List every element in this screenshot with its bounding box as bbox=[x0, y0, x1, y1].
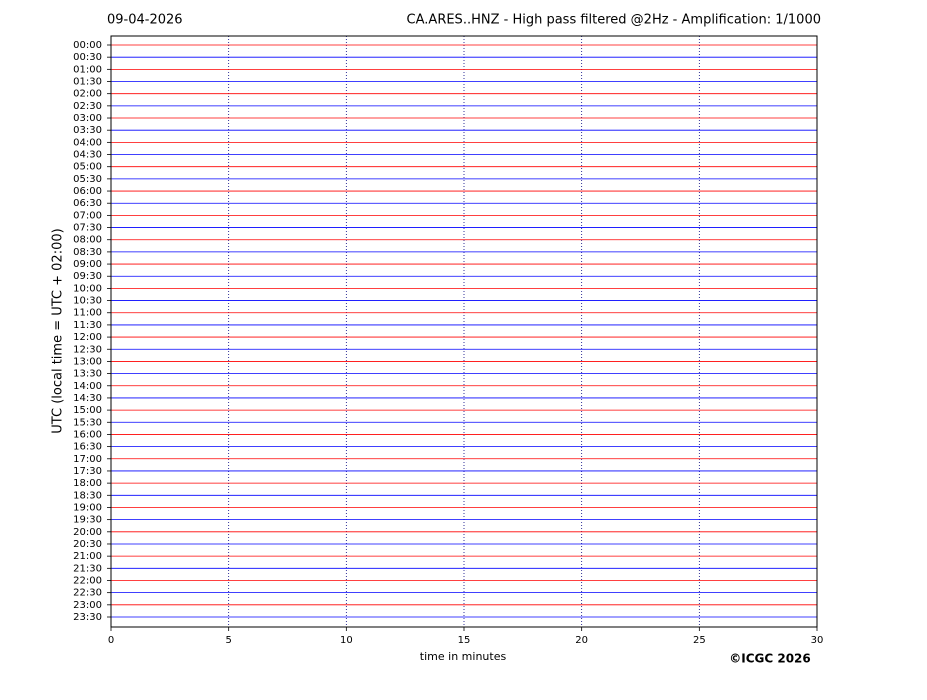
y-tick-label: 09:30 bbox=[73, 271, 102, 282]
y-tick-label: 06:30 bbox=[73, 198, 102, 209]
y-tick-label: 10:30 bbox=[73, 296, 102, 307]
y-tick-label: 11:00 bbox=[73, 308, 102, 319]
y-tick-label: 07:00 bbox=[73, 210, 102, 221]
y-axis-label: UTC (local time = UTC + 02:00) bbox=[51, 228, 66, 433]
x-tick-label: 10 bbox=[340, 635, 353, 646]
y-tick-label: 11:30 bbox=[73, 320, 102, 331]
y-tick-label: 12:30 bbox=[73, 344, 102, 355]
y-tick-label: 16:00 bbox=[73, 429, 102, 440]
y-tick-label: 23:30 bbox=[73, 612, 102, 623]
y-tick-label: 17:00 bbox=[73, 454, 102, 465]
x-tick-label: 25 bbox=[693, 635, 706, 646]
x-tick-label: 5 bbox=[225, 635, 231, 646]
x-tick-label: 20 bbox=[575, 635, 588, 646]
y-tick-label: 22:00 bbox=[73, 575, 102, 586]
y-tick-label: 22:30 bbox=[73, 588, 102, 599]
y-tick-label: 02:30 bbox=[73, 101, 102, 112]
y-tick-label: 02:00 bbox=[73, 89, 102, 100]
y-tick-label: 01:30 bbox=[73, 77, 102, 88]
y-tick-label: 21:00 bbox=[73, 551, 102, 562]
y-tick-label: 13:00 bbox=[73, 356, 102, 367]
date: 09-04-2026 bbox=[107, 13, 183, 28]
plot-frame bbox=[110, 35, 818, 628]
y-tick-label: 13:30 bbox=[73, 369, 102, 380]
y-tick-label: 23:00 bbox=[73, 600, 102, 611]
y-tick-label: 16:30 bbox=[73, 442, 102, 453]
y-tick-label: 00:00 bbox=[73, 40, 102, 51]
y-tick-label: 17:30 bbox=[73, 466, 102, 477]
y-tick-label: 04:00 bbox=[73, 137, 102, 148]
y-tick-label: 08:30 bbox=[73, 247, 102, 258]
y-tick-label: 01:00 bbox=[73, 64, 102, 75]
y-tick-label: 08:00 bbox=[73, 235, 102, 246]
y-tick-label: 15:30 bbox=[73, 417, 102, 428]
y-tick-label: 21:30 bbox=[73, 563, 102, 574]
y-tick-label: 18:30 bbox=[73, 490, 102, 501]
y-tick-label: 07:30 bbox=[73, 223, 102, 234]
y-tick-label: 18:00 bbox=[73, 478, 102, 489]
y-tick-label: 04:30 bbox=[73, 150, 102, 161]
y-tick-label: 03:00 bbox=[73, 113, 102, 124]
y-tick-label: 05:30 bbox=[73, 174, 102, 185]
y-tick-label: 20:00 bbox=[73, 527, 102, 538]
copyright: ©ICGC 2026 bbox=[729, 652, 811, 666]
y-tick-label: 10:00 bbox=[73, 283, 102, 294]
y-tick-label: 15:00 bbox=[73, 405, 102, 416]
chart-title: CA.ARES..HNZ - High pass filtered @2Hz -… bbox=[407, 13, 821, 28]
y-tick-label: 00:30 bbox=[73, 52, 102, 63]
x-tick-label: 0 bbox=[108, 635, 114, 646]
y-tick-label: 06:00 bbox=[73, 186, 102, 197]
y-tick-label: 12:00 bbox=[73, 332, 102, 343]
y-tick-label: 14:00 bbox=[73, 381, 102, 392]
y-tick-label: 20:30 bbox=[73, 539, 102, 550]
x-tick-label: 15 bbox=[458, 635, 471, 646]
x-tick-label: 30 bbox=[811, 635, 824, 646]
y-tick-label: 09:00 bbox=[73, 259, 102, 270]
x-axis-label: time in minutes bbox=[420, 650, 507, 663]
y-tick-label: 05:00 bbox=[73, 162, 102, 173]
y-tick-label: 03:30 bbox=[73, 125, 102, 136]
y-tick-label: 19:30 bbox=[73, 515, 102, 526]
y-tick-label: 19:00 bbox=[73, 502, 102, 513]
y-tick-label: 14:30 bbox=[73, 393, 102, 404]
